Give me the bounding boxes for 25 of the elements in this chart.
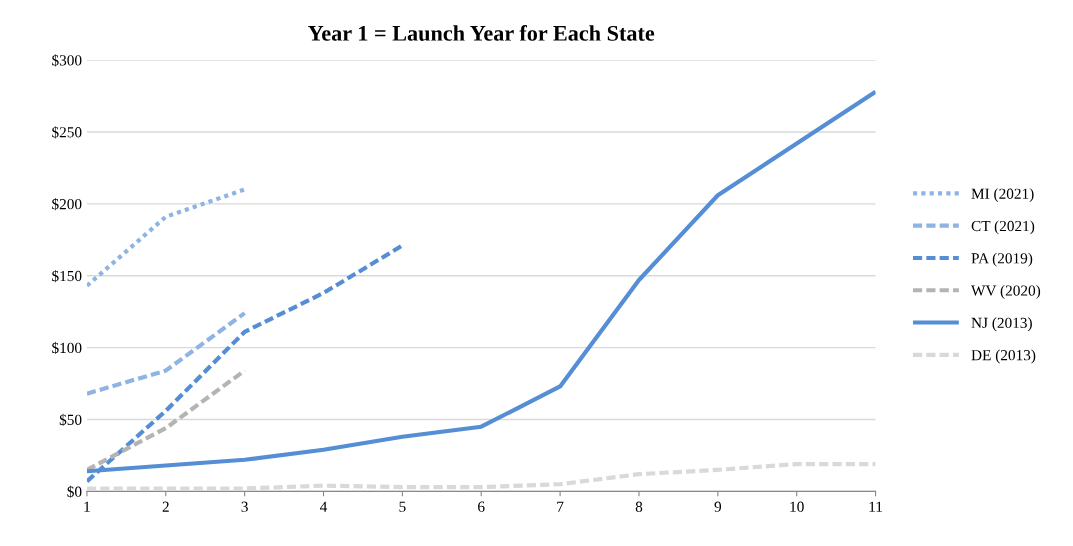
- y-tick-label: $250: [52, 126, 82, 139]
- y-tick-label: $200: [52, 198, 82, 211]
- chart-title: Year 1 = Launch Year for Each State: [308, 24, 655, 41]
- y-tick-label: $0: [67, 485, 82, 498]
- legend-label: NJ (2013): [971, 317, 1032, 332]
- y-tick-label: $300: [52, 54, 82, 67]
- y-tick-label: $100: [52, 341, 82, 355]
- legend-label: PA (2019): [971, 252, 1033, 267]
- legend-label: WV (2020): [971, 284, 1041, 299]
- legend-label: DE (2013): [971, 349, 1036, 364]
- y-tick-label: $50: [59, 413, 82, 426]
- y-tick-label: $150: [52, 269, 82, 283]
- x-tick-label: 6: [478, 501, 485, 512]
- legend-label: CT (2021): [971, 220, 1035, 235]
- x-tick-label: 7: [557, 501, 564, 512]
- x-tick-label: 1: [84, 501, 90, 512]
- x-tick-label: 11: [869, 501, 882, 512]
- x-tick-label: 9: [714, 501, 722, 512]
- x-tick-label: 4: [319, 501, 328, 512]
- x-tick-label: 3: [241, 501, 248, 512]
- legend-label: MI (2021): [971, 188, 1034, 202]
- x-tick-label: 10: [790, 501, 804, 512]
- x-tick-label: 2: [162, 501, 169, 512]
- x-tick-label: 5: [399, 501, 406, 512]
- x-tick-label: 8: [635, 501, 643, 512]
